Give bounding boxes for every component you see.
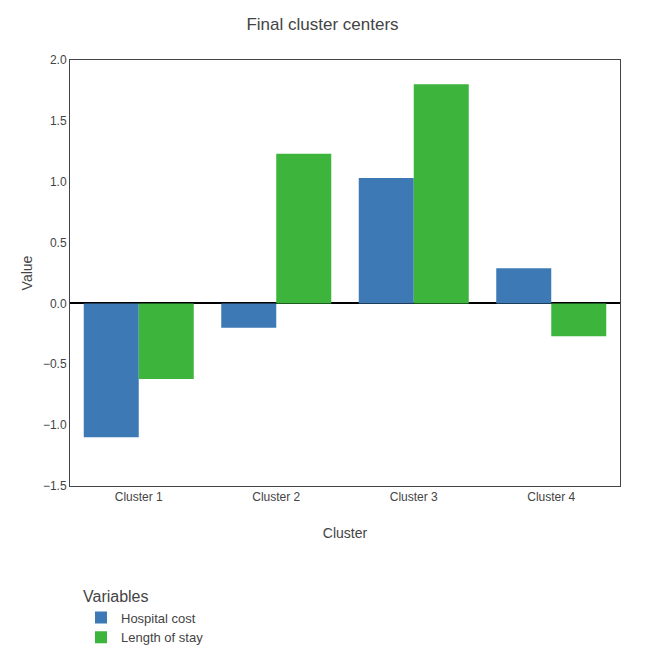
svg-text:−1.5: −1.5 (43, 479, 67, 493)
svg-text:2.0: 2.0 (50, 53, 67, 67)
svg-text:Hospital cost: Hospital cost (121, 611, 196, 626)
svg-text:0.0: 0.0 (50, 297, 67, 311)
svg-text:Cluster 1: Cluster 1 (115, 490, 163, 504)
svg-text:Variables: Variables (83, 588, 149, 605)
svg-text:Length of stay: Length of stay (121, 630, 203, 645)
svg-text:−1.0: −1.0 (43, 418, 67, 432)
svg-text:−0.5: −0.5 (43, 357, 67, 371)
svg-text:Cluster 4: Cluster 4 (527, 490, 575, 504)
svg-text:Cluster 3: Cluster 3 (390, 490, 438, 504)
svg-text:Final cluster centers: Final cluster centers (246, 15, 398, 34)
svg-text:Value: Value (19, 255, 35, 290)
svg-text:1.0: 1.0 (50, 175, 67, 189)
svg-text:Cluster: Cluster (323, 525, 368, 541)
svg-text:0.5: 0.5 (50, 236, 67, 250)
svg-text:1.5: 1.5 (50, 114, 67, 128)
svg-text:Cluster 2: Cluster 2 (252, 490, 300, 504)
